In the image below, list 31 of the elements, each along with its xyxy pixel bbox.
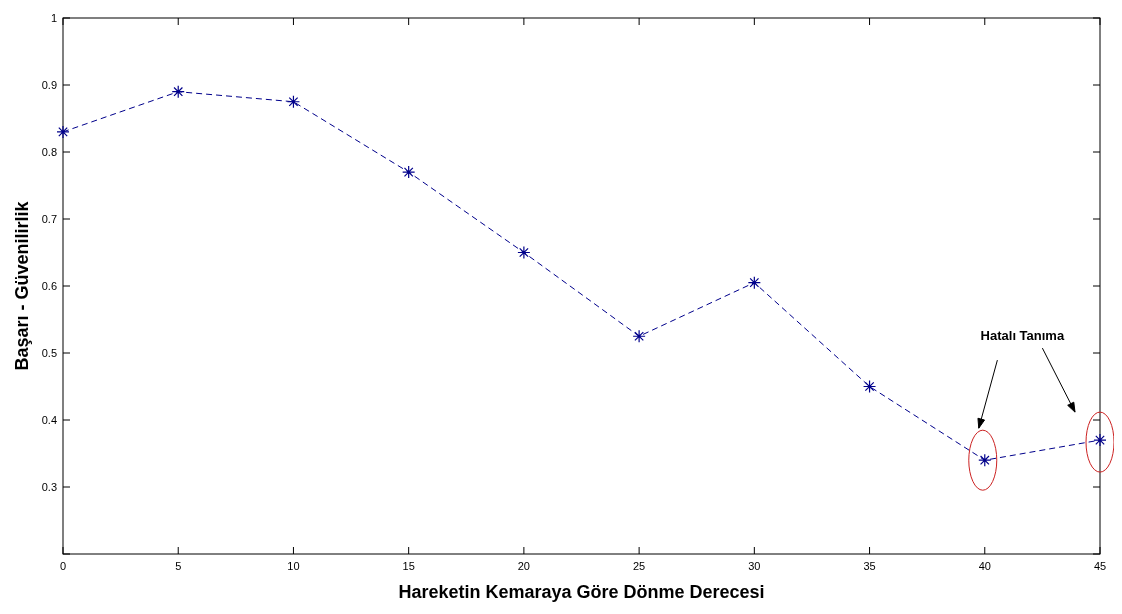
x-tick-label: 30 <box>748 560 761 572</box>
point <box>632 329 646 343</box>
y-tick-label: 0.5 <box>41 347 57 359</box>
y-tick-label: 0.4 <box>41 414 57 426</box>
x-tick-label: 5 <box>175 560 182 572</box>
point <box>517 245 531 260</box>
y-tick-label: 0.8 <box>41 146 57 158</box>
y-axis-title: Başarı - Güvenilirlik <box>12 200 32 371</box>
y-tick-label: 0.9 <box>41 79 57 91</box>
x-tick-label: 15 <box>402 560 415 572</box>
point <box>286 95 301 109</box>
x-axis-title: Hareketin Kemaraya Göre Dönme Derecesi <box>398 582 765 602</box>
point <box>402 165 416 179</box>
point <box>1093 433 1107 447</box>
point <box>862 379 877 394</box>
point <box>747 276 761 290</box>
y-tick-label: 0.3 <box>41 481 57 493</box>
point <box>56 125 70 139</box>
annotation: Hatalı Tanıma <box>980 328 1065 344</box>
x-tick-label: 20 <box>517 560 531 572</box>
point <box>978 453 992 467</box>
y-tick-label: 1 <box>50 12 57 24</box>
x-tick-label: 45 <box>1093 560 1107 572</box>
y-tick-label: 0.6 <box>41 280 57 292</box>
x-tick-label: 25 <box>632 560 646 572</box>
y-tick-label: 0.7 <box>41 213 57 225</box>
point <box>171 85 185 99</box>
x-tick-label: 40 <box>978 560 991 572</box>
x-tick-label: 10 <box>287 560 300 572</box>
x-tick-label: 0 <box>59 560 67 572</box>
x-tick-label: 35 <box>863 560 876 572</box>
